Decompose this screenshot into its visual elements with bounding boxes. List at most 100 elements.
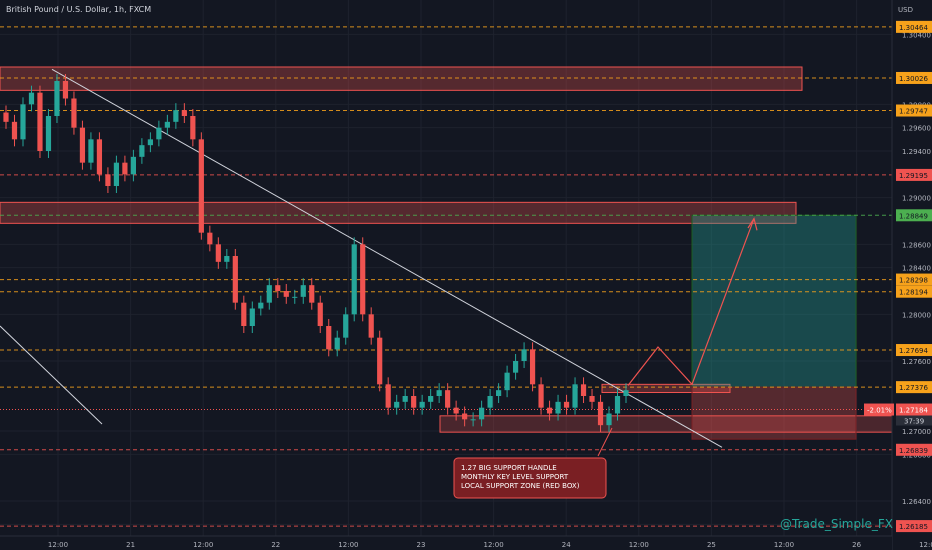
level-label: 1.27376 bbox=[899, 384, 928, 392]
price-tick-label: 1.28000 bbox=[902, 311, 931, 319]
candle-body bbox=[258, 302, 264, 309]
candle-body bbox=[54, 81, 60, 116]
price-tick-label: 1.29600 bbox=[902, 125, 931, 133]
level-label-bg bbox=[896, 168, 932, 181]
time-tick-label: 12:00 bbox=[484, 541, 504, 549]
price-tick-label: 1.28600 bbox=[902, 241, 931, 249]
time-tick-label: 12:00 bbox=[919, 541, 932, 549]
level-label: 1.30464 bbox=[899, 24, 928, 32]
level-label-bg bbox=[896, 381, 932, 394]
level-label: 1.26839 bbox=[899, 447, 928, 455]
resistance-zone-mid bbox=[0, 201, 797, 224]
current-price-label-bg bbox=[896, 403, 932, 416]
candle-body bbox=[462, 413, 468, 420]
candle-body bbox=[164, 121, 170, 128]
candle-body bbox=[453, 407, 459, 414]
callout-line-3: LOCAL SUPPORT ZONE (RED BOX) bbox=[461, 482, 580, 490]
candle-body bbox=[368, 314, 374, 338]
candle-body bbox=[555, 401, 561, 414]
level-label-bg bbox=[896, 443, 932, 456]
time-tick-label: 22 bbox=[271, 541, 280, 549]
candle-body bbox=[45, 116, 52, 151]
current-price-label: 1.27184 bbox=[899, 407, 928, 415]
candle-body bbox=[623, 390, 629, 396]
candle-body bbox=[71, 98, 77, 128]
candle-body bbox=[385, 384, 391, 408]
candle-body bbox=[521, 349, 527, 361]
candle-body bbox=[300, 285, 306, 297]
candle-body bbox=[62, 81, 69, 99]
chart-title: British Pound / U.S. Dollar, 1h, FXCM bbox=[6, 5, 151, 14]
candle-body bbox=[275, 285, 281, 291]
candle-body bbox=[572, 384, 578, 408]
level-label: 1.28298 bbox=[899, 277, 928, 285]
candles bbox=[3, 74, 629, 433]
candle-body bbox=[470, 419, 476, 421]
long-target-zone bbox=[691, 214, 857, 388]
resistance-zone-top bbox=[0, 66, 803, 91]
level-label-bg bbox=[896, 285, 932, 298]
candle-body bbox=[173, 110, 179, 122]
candle-body bbox=[139, 145, 145, 157]
price-labels: 1.30464 1.30026 1.29747 1.29195 1.28849 1.282… bbox=[864, 20, 932, 533]
trendlines bbox=[0, 68, 723, 448]
price-tick-label: 1.30400 bbox=[902, 31, 931, 39]
candle-body bbox=[402, 396, 408, 402]
downtrend-line bbox=[51, 68, 723, 448]
price-tick-label: 1.28400 bbox=[902, 265, 931, 273]
time-tick-label: 23 bbox=[417, 541, 426, 549]
level-label-bg bbox=[896, 209, 932, 222]
long-stop-zone bbox=[691, 386, 857, 440]
candle-body bbox=[215, 244, 221, 262]
lower-trend-line bbox=[0, 325, 103, 425]
level-label-bg bbox=[896, 20, 932, 33]
change-badge-bg bbox=[864, 403, 894, 416]
level-label: 1.27694 bbox=[899, 347, 928, 355]
annotation-callout[interactable]: 1.27 BIG SUPPORT HANDLE MONTHLY KEY LEVE… bbox=[453, 427, 613, 499]
callout-box bbox=[453, 457, 607, 499]
time-tick-label: 25 bbox=[707, 541, 716, 549]
candle-body bbox=[394, 401, 400, 408]
candle-body bbox=[147, 139, 153, 146]
candle-body bbox=[504, 372, 510, 391]
time-tick-label: 12:00 bbox=[774, 541, 794, 549]
candle-body bbox=[113, 162, 120, 186]
candle-body bbox=[190, 116, 196, 140]
candle-body bbox=[589, 396, 595, 402]
candle-body bbox=[487, 396, 493, 408]
candle-body bbox=[614, 396, 621, 414]
price-tick-label: 1.27600 bbox=[902, 358, 931, 366]
candle-body bbox=[96, 139, 103, 175]
level-label: 1.28194 bbox=[899, 289, 928, 297]
candle-body bbox=[428, 396, 434, 402]
callout-line-2: MONTHLY KEY LEVEL SUPPORT bbox=[461, 473, 569, 481]
candle-body bbox=[181, 110, 187, 116]
candle-body bbox=[580, 384, 587, 396]
candle-body bbox=[292, 296, 298, 298]
level-label: 1.29195 bbox=[899, 172, 928, 180]
candle-body bbox=[122, 162, 128, 175]
level-label: 1.30026 bbox=[899, 75, 928, 83]
candle-body bbox=[79, 127, 86, 163]
countdown-timer: 37:39 bbox=[904, 418, 924, 426]
candle-body bbox=[419, 401, 425, 408]
candle-body bbox=[538, 384, 544, 408]
candle-body bbox=[377, 337, 383, 385]
candle-body bbox=[343, 314, 349, 338]
candle-body bbox=[309, 285, 315, 303]
time-axis[interactable] bbox=[0, 536, 892, 550]
candle-body bbox=[326, 326, 332, 350]
watermark: @Trade_Simple_FX bbox=[780, 517, 893, 531]
candle-body bbox=[20, 104, 26, 140]
candle-body bbox=[597, 401, 604, 426]
time-ticks: 12:00 21 12:00 22 12:00 23 12:00 24 12:00 25 12:00… bbox=[48, 541, 932, 549]
price-tick-label: 1.29000 bbox=[902, 195, 931, 203]
candle-body bbox=[232, 256, 238, 303]
price-tick-label: 1.29400 bbox=[902, 148, 931, 156]
candle-body bbox=[28, 92, 35, 105]
change-badge: -2.01% bbox=[867, 407, 892, 415]
candle-body bbox=[224, 256, 230, 262]
candle-body bbox=[37, 92, 43, 151]
level-label: 1.28849 bbox=[899, 212, 928, 220]
